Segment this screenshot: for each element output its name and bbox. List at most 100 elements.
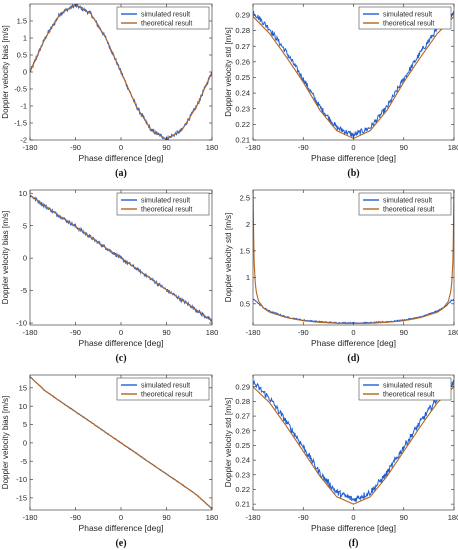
y-tick-label: -10 <box>16 319 27 328</box>
panel-caption: (a) <box>115 168 127 179</box>
legend-entry: simulated result <box>141 12 190 19</box>
y-tick-label: 0.24 <box>235 456 250 465</box>
x-tick-label: -90 <box>298 143 309 152</box>
panel-caption: (f) <box>349 538 359 549</box>
chart-panel-f: -180 -90 0 90 180 0.21 0.22 0.23 0.24 0.25 0.26 0.2… <box>224 374 458 549</box>
y-axis-label: Doppler velocity std [m/s] <box>224 398 233 487</box>
x-tick-label: 0 <box>351 143 355 152</box>
y-tick-label: 0.21 <box>235 136 250 145</box>
y-tick-label: -5 <box>20 286 27 295</box>
series-line-theoretical <box>30 376 212 510</box>
y-tick-label: -10 <box>16 475 27 484</box>
x-tick-label: -180 <box>245 143 260 152</box>
x-tick-label: -90 <box>70 513 81 522</box>
x-tick-label: -180 <box>22 328 37 337</box>
legend-box <box>358 377 452 401</box>
y-axis-label: Doppler velocity bias [m/s] <box>1 25 10 118</box>
y-tick-label: -15 <box>16 493 27 502</box>
y-tick-label: 10 <box>19 402 27 411</box>
y-tick-label: 0.22 <box>235 120 250 129</box>
y-axis-label: Doppler velocity bias [m/s] <box>1 396 10 489</box>
panel-caption: (d) <box>347 353 359 364</box>
y-tick-label: 2 <box>246 220 250 229</box>
chart-panel-e: -180 -90 0 90 180 -15 -10 -5 0 5 10 15 Phase differe… <box>1 374 219 549</box>
series-line-theoretical <box>253 386 454 505</box>
chart-panel-d: -180 -90 0 90 180 0.5 1 1.5 2 2.5 Phase difference… <box>224 189 458 364</box>
legend-entry: simulated result <box>141 198 190 205</box>
panel-caption: (b) <box>347 168 359 179</box>
x-tick-label: 180 <box>206 513 219 522</box>
series-line-simulated <box>253 379 454 502</box>
chart-panel-c: -180 -90 0 90 180 -10 -5 0 5 10 Phase difference [… <box>1 189 218 364</box>
x-tick-label: 180 <box>206 143 219 152</box>
legend-box <box>116 377 210 401</box>
y-tick-label: 0.28 <box>235 26 250 35</box>
y-tick-label: 2.5 <box>240 194 250 203</box>
y-tick-label: 0.5 <box>240 299 250 308</box>
legend-entry: theoretical result <box>383 392 434 399</box>
legend-box <box>358 6 452 30</box>
x-tick-label: -180 <box>22 513 37 522</box>
x-tick-label: 0 <box>119 328 123 337</box>
y-tick-label: 0.26 <box>235 426 250 435</box>
y-tick-label: 1.5 <box>17 17 27 26</box>
x-tick-label: 0 <box>119 143 123 152</box>
x-tick-label: 180 <box>448 513 458 522</box>
chart-panel-a: -180 -90 0 90 180 -2 -1.5 -1 -0.5 0 0.5 1 1.5 Phase d… <box>1 3 219 179</box>
y-tick-label: 0.23 <box>235 470 250 479</box>
x-tick-label: 90 <box>400 143 408 152</box>
y-tick-label: 5 <box>23 221 27 230</box>
y-tick-label: -5 <box>20 457 27 466</box>
y-tick-label: -1 <box>20 102 27 111</box>
x-axis-label: Phase difference [deg] <box>79 338 164 348</box>
legend-entry: theoretical result <box>383 21 434 28</box>
y-tick-label: 15 <box>19 383 27 392</box>
y-tick-label: 0 <box>23 68 27 77</box>
y-tick-label: 0.22 <box>235 485 250 494</box>
legend-entry: theoretical result <box>141 392 192 399</box>
panel-caption: (c) <box>115 353 126 364</box>
legend-entry: theoretical result <box>383 207 434 214</box>
legend-entry: simulated result <box>383 198 432 205</box>
x-tick-label: -180 <box>245 513 260 522</box>
series-line-theoretical <box>30 194 212 322</box>
y-tick-label: 0.26 <box>235 57 250 66</box>
y-tick-label: 0.24 <box>235 89 250 98</box>
legend-entry: simulated result <box>383 12 432 19</box>
y-tick-label: 10 <box>19 189 27 198</box>
y-tick-label: 0.27 <box>235 42 250 51</box>
y-tick-label: 1.5 <box>240 246 250 255</box>
x-tick-label: 0 <box>119 513 123 522</box>
series-line-theoretical <box>30 4 212 140</box>
x-tick-label: 90 <box>400 328 408 337</box>
x-tick-label: -90 <box>70 143 81 152</box>
x-tick-label: -90 <box>70 328 81 337</box>
x-axis-label: Phase difference [deg] <box>79 153 164 163</box>
y-tick-label: 5 <box>23 420 27 429</box>
y-axis-label: Doppler velocity std [m/s] <box>224 213 233 302</box>
x-axis-label: Phase difference [deg] <box>311 523 396 533</box>
legend-box <box>358 192 452 216</box>
legend-entry: theoretical result <box>141 21 192 28</box>
y-tick-label: 0.28 <box>235 397 250 406</box>
x-tick-label: 0 <box>351 513 355 522</box>
y-tick-label: 0.25 <box>235 441 250 450</box>
x-tick-label: 90 <box>400 513 408 522</box>
x-axis-label: Phase difference [deg] <box>79 523 164 533</box>
x-tick-label: 90 <box>162 513 170 522</box>
x-tick-label: -90 <box>298 328 309 337</box>
legend-box <box>116 6 210 30</box>
x-tick-label: 180 <box>206 328 219 337</box>
panel-caption: (e) <box>115 538 126 549</box>
x-tick-label: 180 <box>448 328 458 337</box>
y-tick-label: 0.25 <box>235 73 250 82</box>
x-tick-label: 90 <box>162 143 170 152</box>
y-tick-label: -1.5 <box>14 119 27 128</box>
y-tick-label: 0.29 <box>235 11 250 20</box>
y-tick-label: 0.27 <box>235 412 250 421</box>
y-tick-label: 1 <box>246 273 250 282</box>
y-tick-label: 0.23 <box>235 104 250 113</box>
legend-entry: simulated result <box>383 383 432 390</box>
legend-entry: theoretical result <box>141 207 192 214</box>
